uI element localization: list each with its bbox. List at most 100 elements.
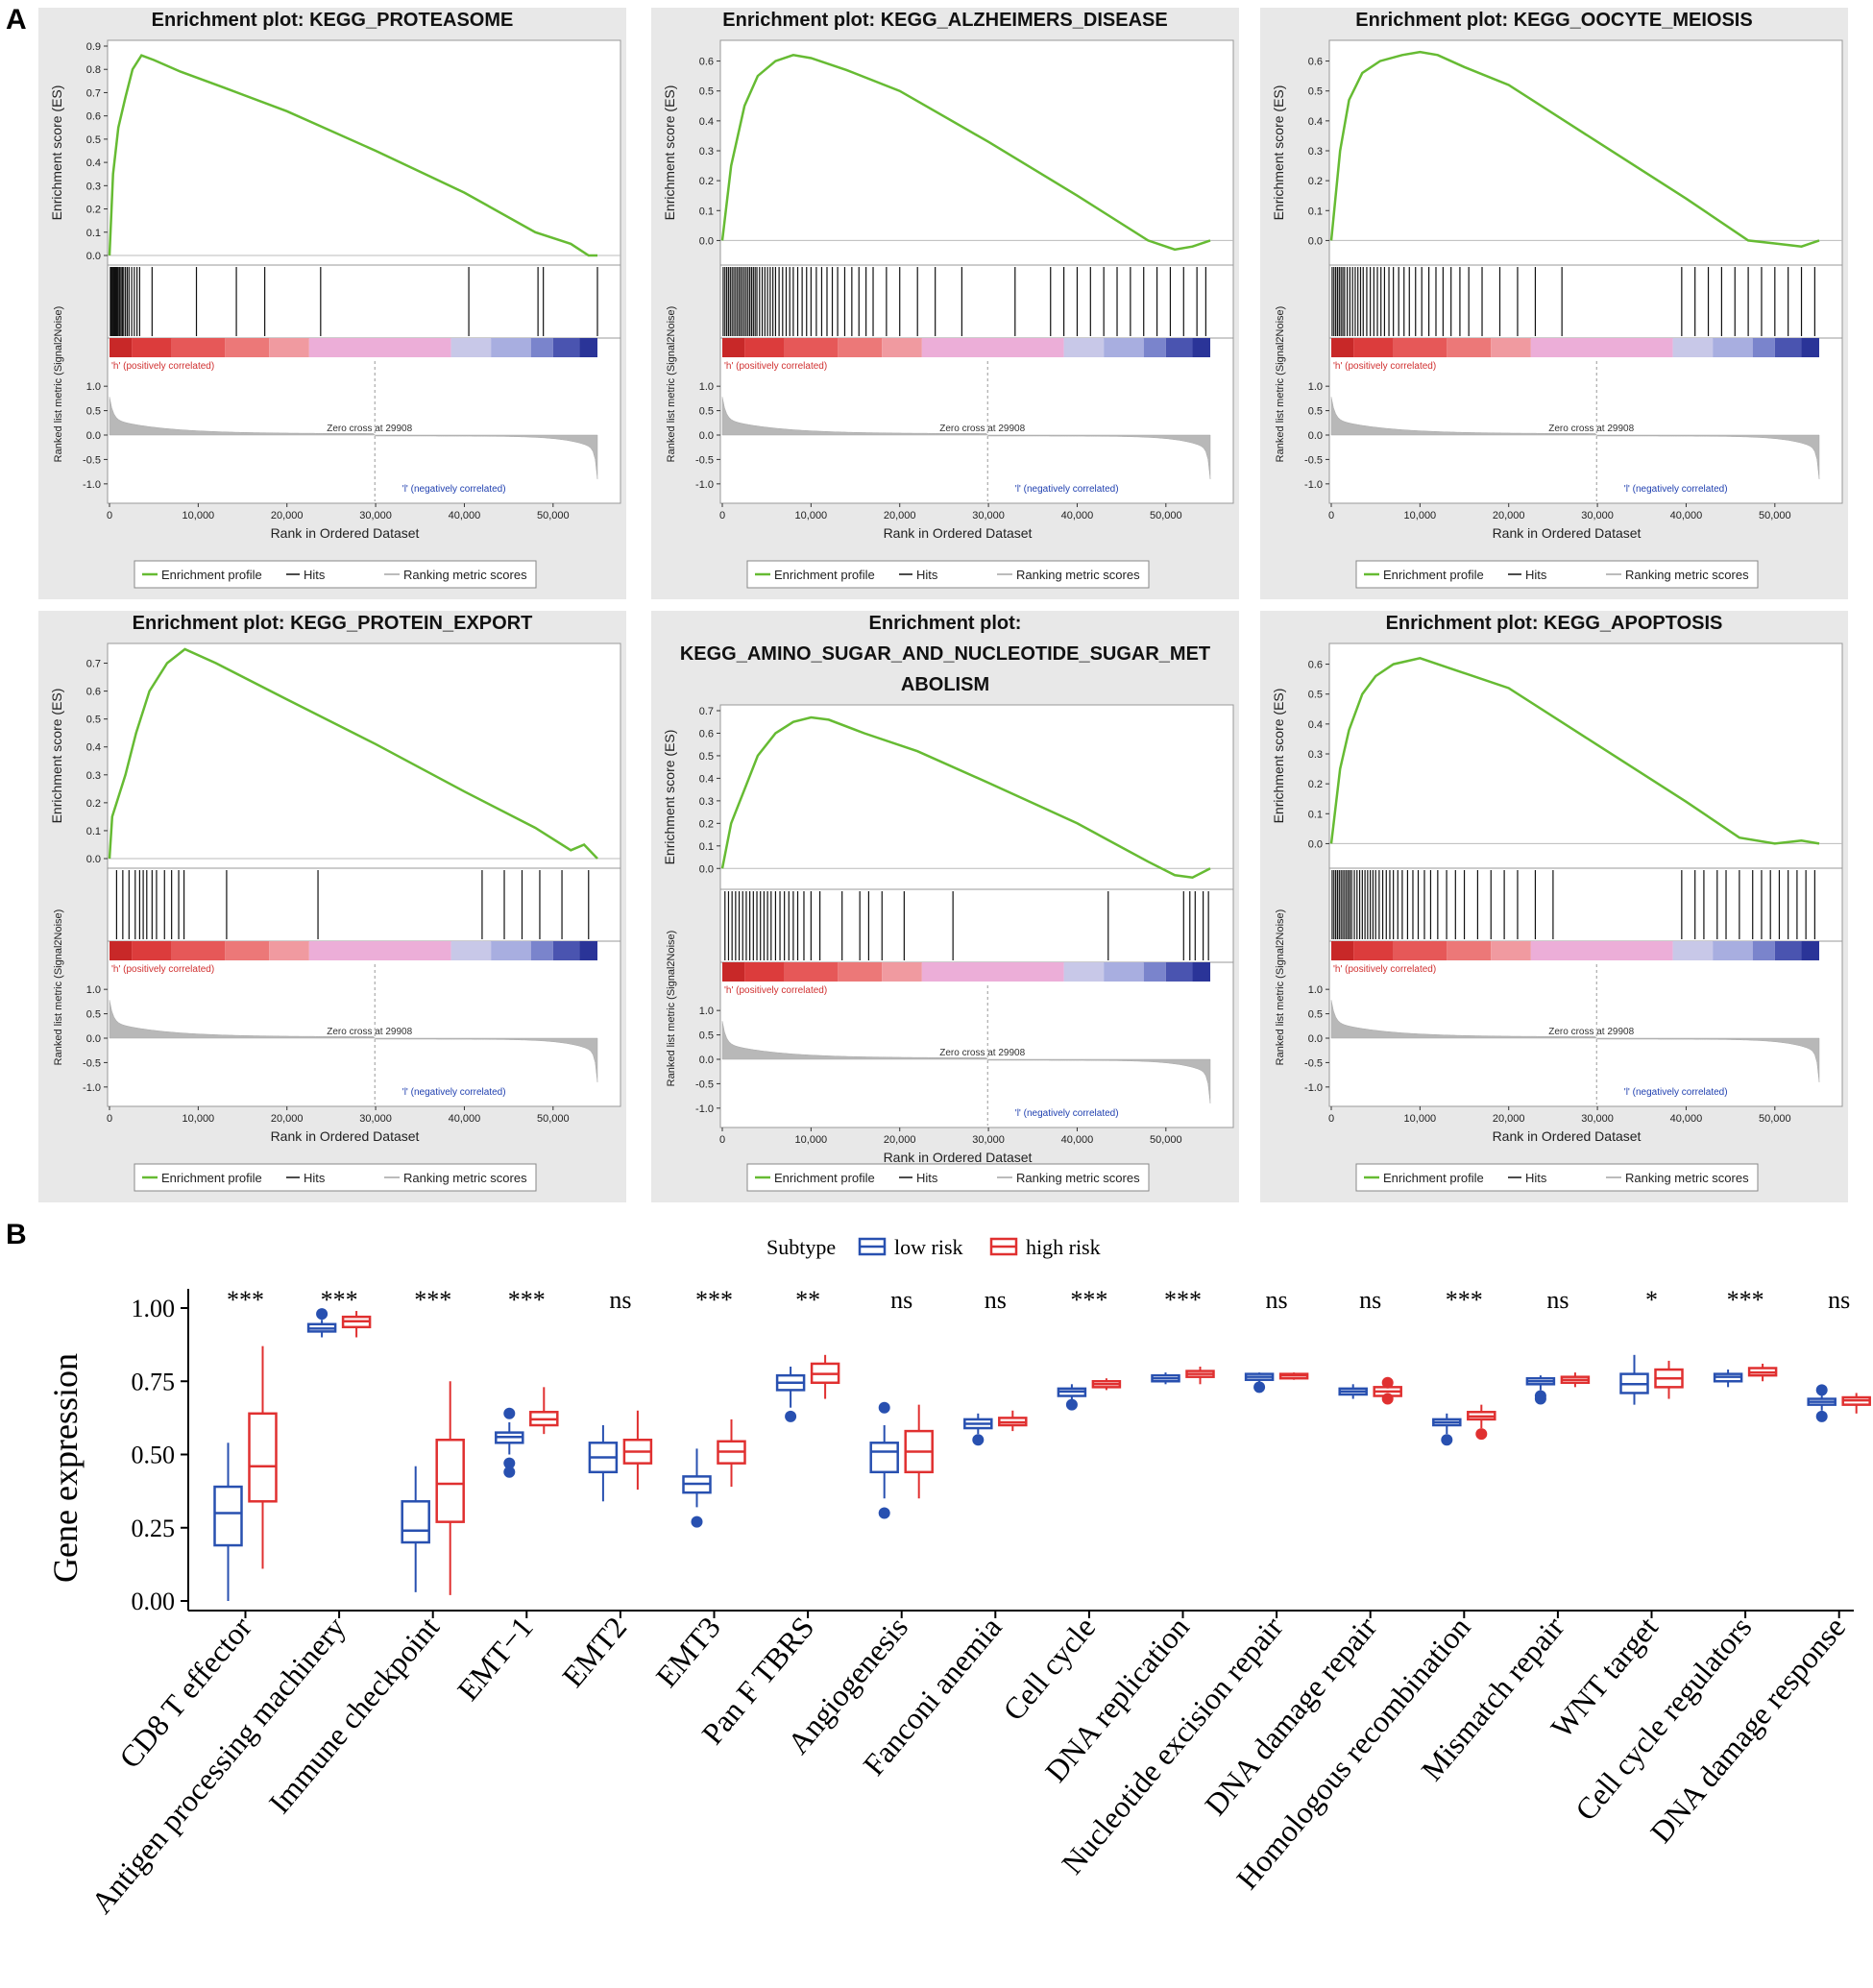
legend-ranking-text: Ranking metric scores: [1625, 1171, 1749, 1185]
legend-title: Subtype: [766, 1235, 836, 1259]
box-low-risk: [682, 1448, 712, 1528]
metric-tick-label: 1.0: [86, 984, 101, 996]
legend-ranking-text: Ranking metric scores: [1625, 568, 1749, 582]
category-4: *** EMT−1: [450, 1286, 559, 1707]
rank-color-band: [1104, 962, 1144, 982]
gsea-title-line: Enrichment plot:: [869, 613, 1022, 634]
es-tick-label: 0.0: [1308, 838, 1323, 850]
rank-color-band: [784, 338, 839, 357]
rank-color-band: [1393, 338, 1447, 357]
metric-tick-label: 1.0: [1308, 984, 1323, 996]
zero-cross-label: Zero cross at 29908: [1548, 424, 1634, 434]
significance-label: **: [795, 1286, 820, 1314]
negative-correlation-label: 'l' (negatively correlated): [402, 484, 506, 495]
rank-color-band: [722, 962, 745, 982]
category-16: *WNT target: [1544, 1286, 1684, 1744]
rank-color-band: [1530, 941, 1673, 960]
metric-tick-label: -1.0: [83, 479, 101, 491]
zero-cross-label: Zero cross at 29908: [327, 424, 412, 434]
es-tick-label: 0.2: [1308, 779, 1323, 790]
plot-area: [107, 39, 621, 504]
rank-color-band: [1491, 338, 1531, 357]
metric-tick-label: -1.0: [695, 1103, 714, 1115]
rank-color-band: [1491, 941, 1531, 960]
gsea-title-line: Enrichment plot: KEGG_PROTEIN_EXPORT: [133, 613, 533, 634]
plot-area: [1328, 39, 1843, 504]
es-tick-label: 0.5: [699, 751, 714, 763]
plot-area: [719, 39, 1234, 504]
x-tick-label: 0: [1328, 1113, 1334, 1125]
rank-color-band: [171, 941, 226, 960]
category-2: ***Antigen processing machinery: [85, 1286, 372, 1920]
positive-correlation-label: 'h' (positively correlated): [724, 361, 827, 372]
metric-tick-label: 1.0: [699, 1006, 714, 1017]
x-tick-label: 0: [1328, 510, 1334, 521]
significance-label: ***: [321, 1286, 358, 1314]
box-low-risk: [588, 1425, 619, 1502]
positive-correlation-label: 'h' (positively correlated): [1333, 361, 1436, 372]
enrichment-profile-line: [108, 647, 598, 860]
zero-cross-label: Zero cross at 29908: [939, 1048, 1025, 1058]
es-tick-label: 0.3: [1308, 146, 1323, 158]
significance-label: ***: [695, 1286, 733, 1314]
significance-label: ***: [414, 1286, 451, 1314]
box-high-risk: [1654, 1360, 1684, 1399]
negative-correlation-label: 'l' (negatively correlated): [1624, 1087, 1728, 1098]
rank-color-band: [1192, 338, 1210, 357]
rank-color-band: [744, 338, 785, 357]
box-high-risk: [1278, 1372, 1309, 1380]
rank-color-band: [882, 962, 922, 982]
rank-color-band: [579, 941, 597, 960]
rank-color-band: [1672, 941, 1714, 960]
y-axis-title: Gene expression: [46, 1353, 85, 1583]
box-low-risk: [1151, 1372, 1180, 1385]
metric-tick-label: -0.5: [83, 454, 101, 466]
box-low-risk: [1338, 1384, 1368, 1399]
rank-color-band: [1063, 338, 1105, 357]
gsea-panels: Enrichment plot: KEGG_PROTEASOME 0.9 0.8 0.…: [38, 8, 1848, 1202]
enrichment-profile-line: [108, 54, 597, 257]
outlier-point: [1475, 1428, 1488, 1441]
zero-cross-label: Zero cross at 29908: [327, 1027, 412, 1037]
rank-color-band: [1713, 941, 1753, 960]
outlier-point: [1815, 1384, 1828, 1396]
rank-color-band: [838, 962, 883, 982]
box-low-risk: [963, 1413, 993, 1446]
positive-correlation-label: 'h' (positively correlated): [111, 964, 214, 975]
es-tick-label: 0.6: [699, 728, 714, 739]
gsea-plot-1: Enrichment plot: KEGG_PROTEASOME 0.9 0.8 0.…: [38, 8, 626, 599]
box-low-risk: [1244, 1372, 1275, 1394]
box-low-risk: [1713, 1370, 1743, 1388]
enrichment-profile-line: [720, 54, 1211, 252]
box-high-risk: [435, 1381, 465, 1595]
metric-tick-label: 0.5: [699, 1030, 714, 1042]
rank-color-band: [1801, 338, 1819, 357]
box-high-risk: [1841, 1393, 1871, 1414]
x-tick-label: 50,000: [1759, 1113, 1791, 1125]
rank-color-band: [491, 338, 531, 357]
x-tick-label: 30,000: [1581, 510, 1614, 521]
legend-hits-text: Hits: [916, 568, 938, 582]
rank-color-band: [1752, 941, 1775, 960]
significance-label: ***: [1446, 1286, 1483, 1314]
es-tick-label: 0.7: [86, 659, 101, 670]
boxplot-panel: 0.00 0.25 0.50 0.75 1.00 Gene expression Subty…: [46, 1235, 1871, 1920]
outlier-point: [878, 1401, 890, 1414]
legend-profile-text: Enrichment profile: [1383, 568, 1484, 582]
rank-color-band: [744, 962, 785, 982]
box-high-risk: [810, 1354, 840, 1399]
significance-label: *: [1645, 1286, 1658, 1314]
es-tick-label: 0.9: [86, 41, 101, 53]
es-tick-label: 0.4: [86, 742, 101, 754]
metric-tick-label: 0.0: [1308, 430, 1323, 442]
enrichment-profile-line: [1329, 657, 1820, 845]
rank-color-band: [225, 338, 270, 357]
legend-hits-text: Hits: [1525, 1171, 1547, 1185]
positive-correlation-label: 'h' (positively correlated): [1333, 964, 1436, 975]
x-axis-label: Rank in Ordered Dataset: [884, 1150, 1033, 1165]
es-tick-label: 0.5: [86, 715, 101, 726]
es-tick-label: 0.3: [1308, 749, 1323, 761]
box-iqr: [248, 1412, 278, 1503]
